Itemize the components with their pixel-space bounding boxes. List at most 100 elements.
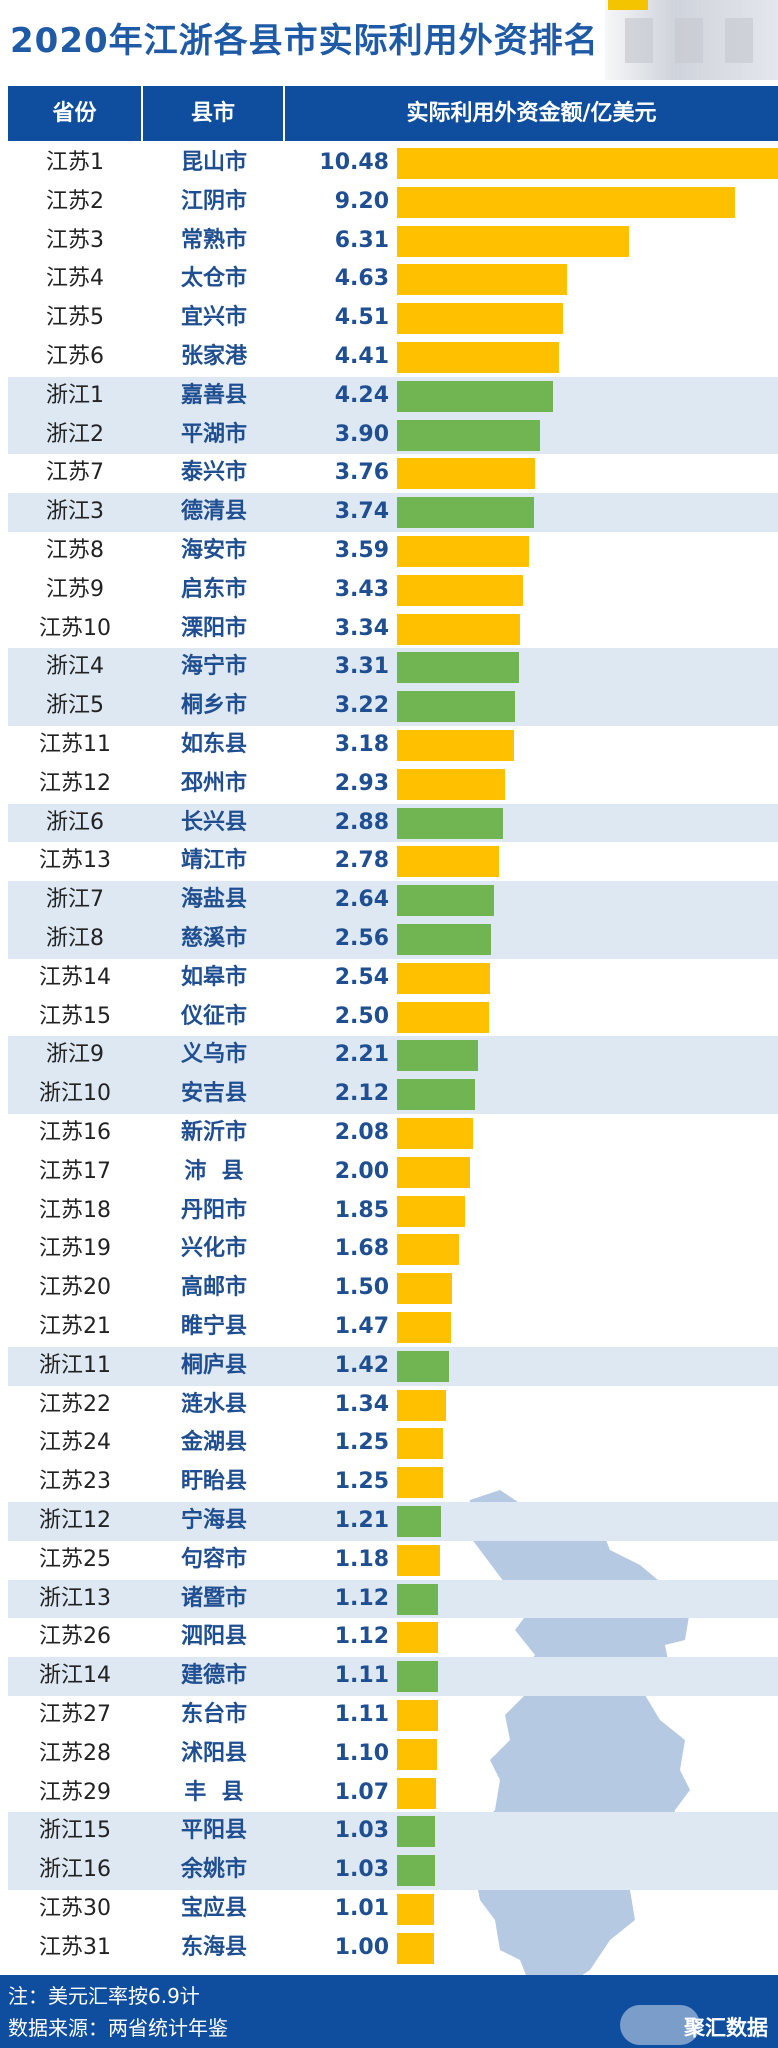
bar bbox=[397, 1001, 489, 1033]
blur-block bbox=[725, 18, 753, 63]
bar bbox=[397, 962, 491, 994]
city-label: 海宁市 bbox=[180, 654, 247, 680]
bar bbox=[397, 924, 492, 955]
value-label: 1.12 bbox=[334, 1624, 389, 1650]
province-rank-label: 浙江11 bbox=[39, 1352, 111, 1378]
value-label: 3.59 bbox=[334, 538, 389, 563]
city-label: 丰 县 bbox=[184, 1779, 244, 1805]
city-label: 兴化市 bbox=[180, 1236, 247, 1262]
value-label: 1.11 bbox=[334, 1663, 389, 1689]
province-rank-label: 江苏10 bbox=[39, 615, 111, 641]
city-label: 德清县 bbox=[180, 499, 247, 525]
bar bbox=[397, 380, 553, 412]
bar bbox=[397, 1932, 434, 1964]
city-label: 句容市 bbox=[180, 1546, 247, 1572]
value-label: 2.78 bbox=[334, 848, 389, 874]
value-label: 1.50 bbox=[334, 1275, 389, 1301]
province-rank-label: 浙江10 bbox=[39, 1081, 111, 1107]
city-label: 安吉县 bbox=[180, 1081, 247, 1107]
province-rank-label: 江苏5 bbox=[46, 305, 104, 331]
value-label: 4.41 bbox=[334, 344, 389, 369]
city-label: 余姚市 bbox=[180, 1857, 247, 1883]
bar bbox=[397, 846, 500, 878]
bar bbox=[397, 1389, 447, 1421]
province-rank-label: 江苏28 bbox=[39, 1740, 111, 1766]
province-rank-label: 江苏1 bbox=[46, 150, 104, 175]
province-rank-label: 江苏11 bbox=[39, 732, 111, 757]
city-label: 仪征市 bbox=[180, 1003, 247, 1029]
bar bbox=[397, 1777, 437, 1809]
value-label: 2.12 bbox=[334, 1081, 389, 1107]
table-row: 江苏7 泰兴市 3.76 bbox=[8, 454, 778, 493]
city-label: 长兴县 bbox=[180, 809, 247, 835]
value-label: 1.00 bbox=[334, 1934, 389, 1960]
bar bbox=[397, 1894, 435, 1925]
blurred-corner-graphic bbox=[605, 0, 778, 80]
value-label: 2.21 bbox=[334, 1042, 389, 1068]
city-label: 金湖县 bbox=[180, 1430, 247, 1456]
bar bbox=[397, 1467, 443, 1499]
bar bbox=[397, 1428, 443, 1460]
province-rank-label: 浙江8 bbox=[46, 926, 104, 951]
province-rank-label: 江苏9 bbox=[46, 576, 104, 602]
table-row: 浙江14 建德市 1.11 bbox=[8, 1657, 778, 1696]
province-rank-label: 江苏26 bbox=[39, 1624, 111, 1650]
city-label: 嘉善县 bbox=[180, 382, 247, 408]
province-rank-label: 江苏29 bbox=[39, 1779, 111, 1805]
province-rank-label: 江苏3 bbox=[46, 227, 104, 253]
table-row: 江苏30 宝应县 1.01 bbox=[8, 1890, 778, 1929]
province-rank-label: 浙江12 bbox=[39, 1508, 111, 1533]
table-row: 浙江1 嘉善县 4.24 bbox=[8, 376, 778, 416]
data-source: 数据来源：两省统计年鉴 bbox=[8, 2016, 228, 2040]
bar bbox=[397, 1583, 439, 1615]
province-rank-label: 江苏30 bbox=[39, 1896, 111, 1921]
table-row: 江苏29 丰 县 1.07 bbox=[8, 1774, 778, 1813]
table-row: 江苏28 沭阳县 1.10 bbox=[8, 1735, 778, 1774]
value-label: 2.50 bbox=[334, 1003, 389, 1029]
province-rank-label: 浙江3 bbox=[46, 499, 104, 525]
value-label: 3.76 bbox=[334, 460, 389, 486]
value-label: 1.42 bbox=[334, 1352, 389, 1378]
table-row: 江苏31 东海县 1.00 bbox=[8, 1929, 778, 1968]
bar bbox=[397, 1273, 453, 1305]
city-label: 江阴市 bbox=[180, 188, 247, 214]
province-rank-label: 江苏6 bbox=[46, 344, 104, 369]
value-label: 1.34 bbox=[334, 1391, 389, 1417]
value-label: 3.34 bbox=[334, 615, 389, 641]
city-label: 溧阳市 bbox=[180, 615, 247, 641]
city-label: 高邮市 bbox=[180, 1275, 247, 1301]
bar bbox=[397, 1312, 451, 1343]
bar bbox=[397, 1156, 471, 1188]
value-label: 1.07 bbox=[334, 1779, 389, 1805]
province-rank-label: 浙江15 bbox=[39, 1818, 111, 1844]
chart-title: 2020年江浙各县市实际利用外资排名 bbox=[10, 21, 599, 61]
table-row: 江苏5 宜兴市 4.51 bbox=[8, 299, 778, 338]
table-row: 浙江6 长兴县 2.88 bbox=[8, 803, 778, 843]
bar bbox=[397, 1622, 439, 1654]
table-row: 浙江4 海宁市 3.31 bbox=[8, 648, 778, 688]
city-label: 泗阳县 bbox=[180, 1624, 247, 1650]
province-rank-label: 江苏20 bbox=[39, 1275, 111, 1301]
bar bbox=[397, 1700, 438, 1731]
bar bbox=[397, 1544, 441, 1576]
table-row: 江苏15 仪征市 2.50 bbox=[8, 998, 778, 1037]
province-rank-label: 江苏8 bbox=[46, 538, 104, 563]
city-label: 常熟市 bbox=[180, 227, 247, 253]
city-label: 盱眙县 bbox=[180, 1469, 247, 1495]
bar bbox=[397, 1816, 435, 1848]
value-label: 1.21 bbox=[334, 1508, 389, 1533]
city-label: 涟水县 bbox=[180, 1391, 247, 1417]
table-row: 江苏4 太仓市 4.63 bbox=[8, 260, 778, 299]
value-label: 2.93 bbox=[334, 770, 389, 796]
city-label: 宝应县 bbox=[180, 1896, 247, 1921]
city-label: 义乌市 bbox=[180, 1042, 247, 1068]
bar bbox=[397, 807, 503, 839]
header-province: 省份 bbox=[8, 86, 143, 141]
footer: 注：美元汇率按6.9计 数据来源：两省统计年鉴 聚汇数据 bbox=[0, 1975, 778, 2048]
bar bbox=[397, 885, 494, 917]
city-label: 沭阳县 bbox=[180, 1740, 247, 1766]
table-row: 江苏11 如东县 3.18 bbox=[8, 726, 778, 765]
value-label: 2.08 bbox=[334, 1120, 389, 1145]
value-label: 1.03 bbox=[334, 1818, 389, 1844]
